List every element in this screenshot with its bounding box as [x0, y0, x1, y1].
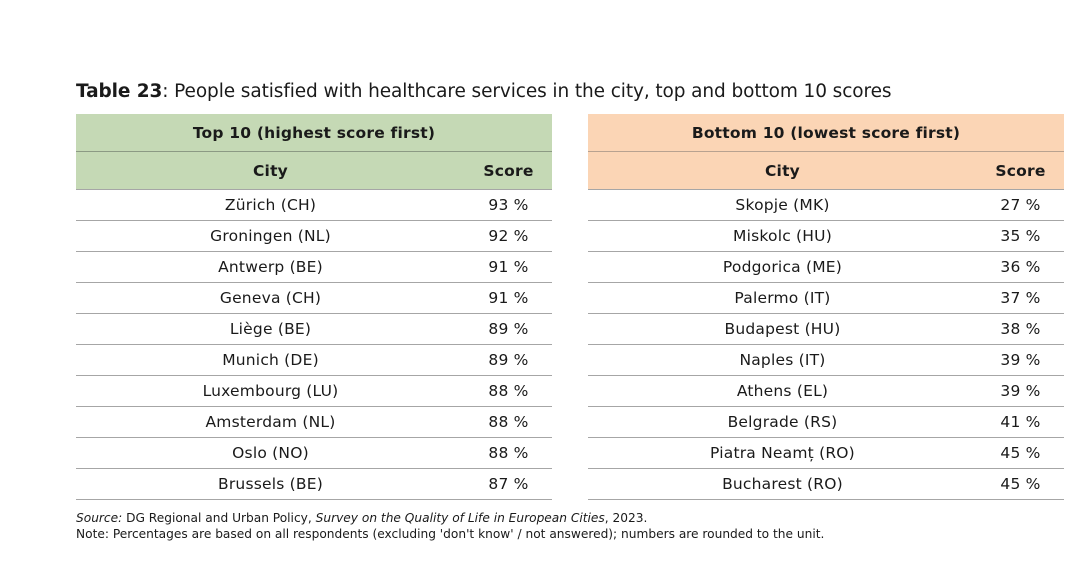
table-row: Liège (BE) 89 % [76, 313, 552, 345]
city-cell: Budapest (HU) [588, 313, 977, 345]
city-cell: Groningen (NL) [76, 220, 465, 252]
city-cell: Antwerp (BE) [76, 251, 465, 283]
table-row: Belgrade (RS) 41 % [588, 406, 1065, 438]
table-row: Amsterdam (NL) 88 % [76, 406, 552, 438]
city-cell: Piatra Neamț (RO) [588, 437, 977, 469]
table-caption-text: : People satisfied with healthcare servi… [162, 81, 892, 102]
bottom-score-header: Score [977, 151, 1065, 190]
score-cell: 91 % [465, 251, 552, 283]
city-cell: Naples (IT) [588, 344, 977, 376]
top-10-table: Top 10 (highest score first) City Score … [76, 114, 552, 500]
city-cell: Liège (BE) [76, 313, 465, 345]
score-cell: 36 % [977, 251, 1065, 283]
city-cell: Geneva (CH) [76, 282, 465, 314]
city-cell: Bucharest (RO) [588, 468, 977, 500]
top-10-body: Zürich (CH) 93 % Groningen (NL) 92 % Antwerp… [76, 189, 552, 500]
table-row: Zürich (CH) 93 % [76, 189, 552, 221]
table-row: Bucharest (RO) 45 % [588, 468, 1065, 500]
bottom-10-body: Skopje (MK) 27 % Miskolc (HU) 35 % Podgorica… [588, 189, 1065, 500]
score-cell: 89 % [465, 344, 552, 376]
table-row: Naples (IT) 39 % [588, 344, 1065, 376]
source-label: Source: [76, 511, 123, 525]
source-year: , 2023. [604, 511, 648, 525]
city-cell: Oslo (NO) [76, 437, 465, 469]
table-row: Brussels (BE) 87 % [76, 468, 552, 500]
score-cell: 45 % [977, 437, 1065, 469]
source-survey-title: Survey on the Quality of Life in Europea… [315, 511, 605, 525]
bottom-10-table: Bottom 10 (lowest score first) City Scor… [588, 114, 1065, 500]
city-cell: Athens (EL) [588, 375, 977, 407]
table-row: Skopje (MK) 27 % [588, 189, 1065, 221]
table-row: Palermo (IT) 37 % [588, 282, 1065, 314]
table-number: Table 23 [76, 81, 163, 102]
table-row: Athens (EL) 39 % [588, 375, 1065, 407]
score-cell: 93 % [465, 189, 552, 221]
score-cell: 91 % [465, 282, 552, 314]
city-cell: Palermo (IT) [588, 282, 977, 314]
table-row: Geneva (CH) 91 % [76, 282, 552, 314]
table-row: Antwerp (BE) 91 % [76, 251, 552, 283]
city-cell: Belgrade (RS) [588, 406, 977, 438]
score-cell: 92 % [465, 220, 552, 252]
score-cell: 27 % [977, 189, 1065, 221]
score-cell: 88 % [465, 406, 552, 438]
score-cell: 39 % [977, 344, 1065, 376]
score-cell: 41 % [977, 406, 1065, 438]
score-cell: 88 % [465, 437, 552, 469]
table-row: Munich (DE) 89 % [76, 344, 552, 376]
city-cell: Podgorica (ME) [588, 251, 977, 283]
top-10-title: Top 10 (highest score first) [76, 114, 552, 152]
table-row: Podgorica (ME) 36 % [588, 251, 1065, 283]
table-row: Oslo (NO) 88 % [76, 437, 552, 469]
top-score-header: Score [465, 151, 552, 190]
city-cell: Miskolc (HU) [588, 220, 977, 252]
city-cell: Zürich (CH) [76, 189, 465, 221]
score-cell: 37 % [977, 282, 1065, 314]
bottom-city-header: City [588, 151, 977, 190]
score-cell: 38 % [977, 313, 1065, 345]
score-cell: 87 % [465, 468, 552, 500]
score-cell: 45 % [977, 468, 1065, 500]
table-row: Piatra Neamț (RO) 45 % [588, 437, 1065, 469]
score-cell: 39 % [977, 375, 1065, 407]
city-cell: Skopje (MK) [588, 189, 977, 221]
city-cell: Luxembourg (LU) [76, 375, 465, 407]
top-city-header: City [76, 151, 465, 190]
city-cell: Brussels (BE) [76, 468, 465, 500]
source-text: DG Regional and Urban Policy, [122, 511, 316, 525]
table-row: Luxembourg (LU) 88 % [76, 375, 552, 407]
table-row: Groningen (NL) 92 % [76, 220, 552, 252]
bottom-10-title: Bottom 10 (lowest score first) [588, 114, 1065, 152]
table-row: Miskolc (HU) 35 % [588, 220, 1065, 252]
table-caption: Table 23: People satisfied with healthca… [76, 80, 892, 104]
source-line: Source: DG Regional and Urban Policy, Su… [76, 510, 647, 526]
score-cell: 88 % [465, 375, 552, 407]
score-cell: 35 % [977, 220, 1065, 252]
city-cell: Munich (DE) [76, 344, 465, 376]
table-row: Budapest (HU) 38 % [588, 313, 1065, 345]
note-line: Note: Percentages are based on all respo… [76, 527, 825, 541]
city-cell: Amsterdam (NL) [76, 406, 465, 438]
score-cell: 89 % [465, 313, 552, 345]
